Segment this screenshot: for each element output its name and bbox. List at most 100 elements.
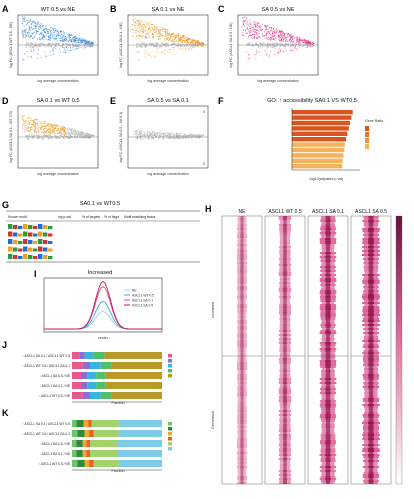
ma-point-ns bbox=[188, 43, 190, 45]
ma-point-ns bbox=[262, 42, 264, 44]
ma-point bbox=[23, 131, 25, 133]
ma-point-ns bbox=[279, 45, 281, 48]
ma-point bbox=[178, 33, 180, 35]
heatmap-core bbox=[368, 248, 374, 250]
ma-point-ns bbox=[55, 137, 57, 139]
ma-point bbox=[273, 38, 275, 40]
go-bar bbox=[292, 115, 352, 120]
heatmap-core bbox=[240, 476, 244, 478]
go-bar bbox=[292, 137, 347, 142]
ma-point-ns bbox=[41, 137, 43, 139]
ma-point bbox=[145, 29, 147, 31]
ma-point-ns bbox=[174, 137, 176, 139]
heatmap-band bbox=[237, 350, 247, 352]
ma-point bbox=[299, 40, 301, 43]
ma-point-ns bbox=[42, 138, 44, 140]
ma-point-ns bbox=[164, 43, 166, 46]
ma-point-ns bbox=[290, 45, 292, 48]
panel-h-row-label-top: Increased bbox=[211, 302, 215, 318]
heatmap-core bbox=[368, 448, 374, 450]
heatmap-core bbox=[282, 392, 288, 394]
ma-point bbox=[22, 30, 24, 32]
heatmap-core bbox=[283, 374, 287, 376]
ma-point bbox=[64, 131, 66, 133]
heatmap-core bbox=[325, 226, 331, 228]
ma-point bbox=[150, 30, 152, 32]
panel-k-chart: ↑ ASCL1 SA 0.1 / ASCL1 WT 0.5↑ ASCL1 WT … bbox=[22, 420, 172, 471]
heatmap-core bbox=[368, 224, 374, 226]
ma-point bbox=[267, 38, 269, 41]
heatmap-core bbox=[282, 342, 287, 344]
ma-point-ns bbox=[308, 45, 310, 47]
heatmap-core bbox=[368, 390, 374, 392]
heatmap-core bbox=[325, 468, 331, 470]
heatmap-core bbox=[283, 356, 287, 358]
heatmap-band bbox=[237, 232, 247, 234]
ma-point bbox=[71, 128, 73, 130]
heatmap-core bbox=[283, 246, 287, 248]
heatmap-band bbox=[237, 380, 247, 382]
panel-g-title: SA0.1 vs WT0.5 bbox=[80, 201, 120, 207]
heatmap-core bbox=[368, 332, 374, 334]
heatmap-core bbox=[325, 426, 331, 428]
ma-point bbox=[265, 35, 267, 37]
heatmap-core bbox=[240, 432, 244, 434]
ma-point bbox=[264, 25, 266, 27]
ma-point-ns bbox=[45, 43, 48, 45]
heatmap-core bbox=[283, 370, 287, 372]
ma-point-ns bbox=[32, 138, 34, 140]
stacked-bar-segment bbox=[79, 352, 85, 359]
heatmap-core bbox=[368, 432, 374, 434]
ma-point bbox=[154, 132, 156, 134]
ma-point-ns bbox=[267, 46, 269, 48]
heatmap-core bbox=[325, 386, 331, 388]
heatmap-band bbox=[237, 396, 247, 398]
ma-point bbox=[80, 38, 82, 40]
heatmap-core bbox=[240, 460, 244, 462]
ma-point bbox=[280, 33, 282, 35]
ma-point-ns bbox=[69, 45, 71, 47]
heatmap-core bbox=[325, 424, 331, 426]
heatmap-core bbox=[368, 370, 374, 372]
ma-point bbox=[33, 125, 35, 127]
heatmap-core bbox=[325, 274, 331, 276]
ma-point bbox=[173, 133, 175, 135]
ma-point bbox=[69, 38, 71, 40]
ma-point bbox=[26, 117, 28, 119]
ma-point bbox=[47, 124, 49, 126]
panel-label-e: E bbox=[110, 96, 116, 106]
go-bar bbox=[292, 110, 353, 115]
stacked-bar-segment bbox=[72, 372, 81, 379]
ma-point-ns bbox=[274, 42, 276, 45]
ma-point bbox=[82, 47, 85, 49]
ma-point bbox=[184, 48, 187, 50]
go-bar bbox=[292, 131, 348, 136]
ma-point bbox=[37, 57, 39, 59]
motif-logo-glyph bbox=[13, 232, 18, 237]
ma-point bbox=[42, 25, 44, 27]
heatmap-core bbox=[282, 288, 288, 290]
ma-point bbox=[33, 118, 35, 120]
panel-h-row-label-bottom: Decreased bbox=[211, 411, 215, 428]
ma-point bbox=[200, 134, 202, 136]
ma-point bbox=[59, 51, 61, 53]
heatmap-core bbox=[368, 462, 374, 464]
ma-point bbox=[77, 130, 79, 132]
ma-point bbox=[278, 33, 280, 35]
panel-e-ylabel: log FC (ASCL1 SA 0.5 - SA 0.1) bbox=[119, 112, 123, 163]
ma-point bbox=[92, 45, 94, 47]
ma-point bbox=[52, 124, 54, 127]
ma-point bbox=[161, 34, 164, 36]
ma-point bbox=[172, 40, 174, 42]
heatmap-band bbox=[237, 316, 247, 318]
ma-point bbox=[35, 32, 37, 34]
motif-logo-glyph bbox=[33, 233, 38, 237]
ma-point-ns bbox=[52, 43, 54, 45]
ma-point bbox=[193, 134, 195, 137]
ma-point bbox=[179, 36, 181, 38]
motif-logo-glyph bbox=[8, 231, 13, 237]
heatmap-core bbox=[368, 262, 374, 264]
ma-point bbox=[28, 129, 30, 132]
ma-point bbox=[30, 32, 32, 34]
ma-point bbox=[29, 20, 31, 22]
